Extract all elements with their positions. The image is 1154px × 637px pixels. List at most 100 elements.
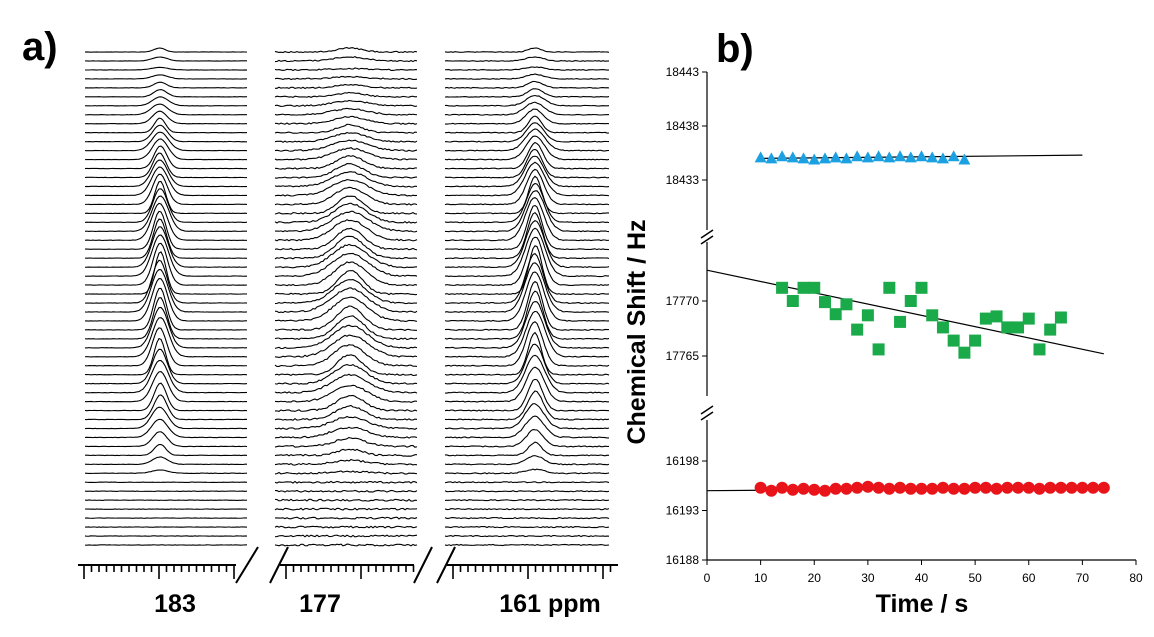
data-point — [808, 483, 821, 496]
spectrum-trace — [444, 56, 610, 62]
axis-break-mark — [413, 546, 433, 584]
spectrum-trace — [444, 47, 610, 53]
spectrum-trace — [84, 394, 248, 421]
x-tick-label: 10 — [754, 571, 768, 585]
spectrum-trace — [444, 468, 610, 475]
spectrum-trace — [444, 490, 610, 493]
data-point — [776, 281, 789, 294]
y-tick-label: 16193 — [666, 504, 700, 518]
data-point — [1044, 323, 1057, 336]
spectrum-trace — [274, 384, 418, 403]
spectrum-trace — [444, 122, 610, 143]
spectrum-trace — [444, 331, 610, 376]
spectrum-trace — [274, 115, 418, 125]
spectrum-trace — [84, 145, 248, 170]
spectrum-trace — [84, 210, 248, 250]
spectrum-trace — [274, 235, 418, 260]
data-point — [990, 310, 1003, 323]
data-point — [861, 309, 874, 322]
data-point — [1097, 481, 1110, 494]
spectrum-trace — [274, 373, 418, 394]
series-triangle — [754, 150, 1083, 165]
spectrum-trace — [84, 269, 248, 313]
data-point — [969, 481, 982, 494]
spectrum-trace — [274, 507, 418, 511]
spectrum-trace — [274, 525, 418, 529]
spectrum-trace — [274, 324, 418, 350]
spectrum-trace — [444, 155, 610, 188]
spectrum-trace — [274, 107, 418, 116]
spectrum-trace — [444, 403, 610, 430]
spectrum-trace — [274, 448, 418, 457]
data-point — [797, 152, 810, 164]
x-axis-title: Time / s — [876, 590, 969, 618]
x-tick-label: 40 — [915, 571, 929, 585]
data-point — [1054, 311, 1067, 324]
data-point — [1054, 481, 1067, 494]
spectrum-trace — [444, 390, 610, 421]
axis-break-mark — [269, 546, 289, 584]
data-point — [786, 483, 799, 496]
data-point — [1012, 321, 1025, 334]
data-point — [818, 152, 831, 164]
spectrum-trace — [84, 277, 248, 322]
spectrum-trace — [274, 363, 418, 385]
spectrum-trace — [84, 159, 248, 188]
spectrum-trace — [274, 186, 418, 206]
shift-vs-time-panel: 0 10 20 30 40 50 60 70 80 18433 18438 18443 17765 177… — [623, 65, 1143, 618]
data-point — [872, 150, 885, 162]
spectrum-trace — [444, 378, 610, 412]
x-tick-label: 70 — [1076, 571, 1090, 585]
data-point — [894, 481, 907, 494]
data-point — [979, 481, 992, 494]
spectrum-trace — [84, 103, 248, 116]
data-point — [786, 295, 799, 307]
spectrum-trace — [444, 455, 610, 466]
data-point — [947, 150, 960, 162]
spectrum-trace — [444, 182, 610, 224]
spectrum-trace — [444, 88, 610, 98]
spectrum-trace — [444, 262, 610, 313]
spectrum-trace — [84, 337, 248, 376]
data-point — [926, 151, 939, 163]
spectrum-trace — [84, 456, 248, 466]
spectrum-trace — [274, 83, 418, 90]
ppm-tick-label: 183 — [154, 590, 196, 618]
spectrum-trace — [84, 234, 248, 277]
spectrum-trace — [444, 310, 610, 358]
x-tick-label: 50 — [968, 571, 982, 585]
data-point — [1033, 482, 1046, 495]
spectrum-trace — [274, 305, 417, 332]
spectrum-trace — [444, 161, 610, 197]
spectrum-trace — [444, 227, 610, 278]
spectrum-trace — [444, 481, 610, 484]
spectrum-trace — [274, 470, 418, 475]
spectrum-trace — [84, 371, 248, 403]
spectrum-trace — [274, 296, 418, 322]
spectrum-trace — [444, 525, 610, 529]
spectrum-trace — [84, 418, 248, 439]
spectrum-trace — [84, 124, 247, 143]
spectrum-trace — [444, 271, 610, 322]
data-point — [1001, 481, 1014, 494]
spectrum-window-2 — [274, 47, 418, 547]
data-point — [1076, 481, 1089, 494]
data-point — [840, 152, 853, 164]
x-tick-label: 20 — [808, 571, 822, 585]
data-point — [818, 296, 831, 309]
spectrum-trace — [444, 252, 610, 304]
spectrum-trace — [274, 243, 418, 269]
spectrum-trace — [84, 173, 248, 206]
data-point — [861, 480, 874, 493]
spectrum-trace — [84, 138, 248, 161]
spectrum-trace — [444, 428, 610, 448]
data-point — [915, 150, 928, 162]
series-circle — [706, 480, 1110, 497]
data-point — [990, 482, 1003, 495]
spectrum-trace — [84, 469, 248, 475]
y-tick-label: 18443 — [666, 65, 700, 79]
data-point — [829, 151, 842, 163]
spectrum-trace — [274, 147, 418, 161]
spectrum-trace — [444, 128, 610, 152]
